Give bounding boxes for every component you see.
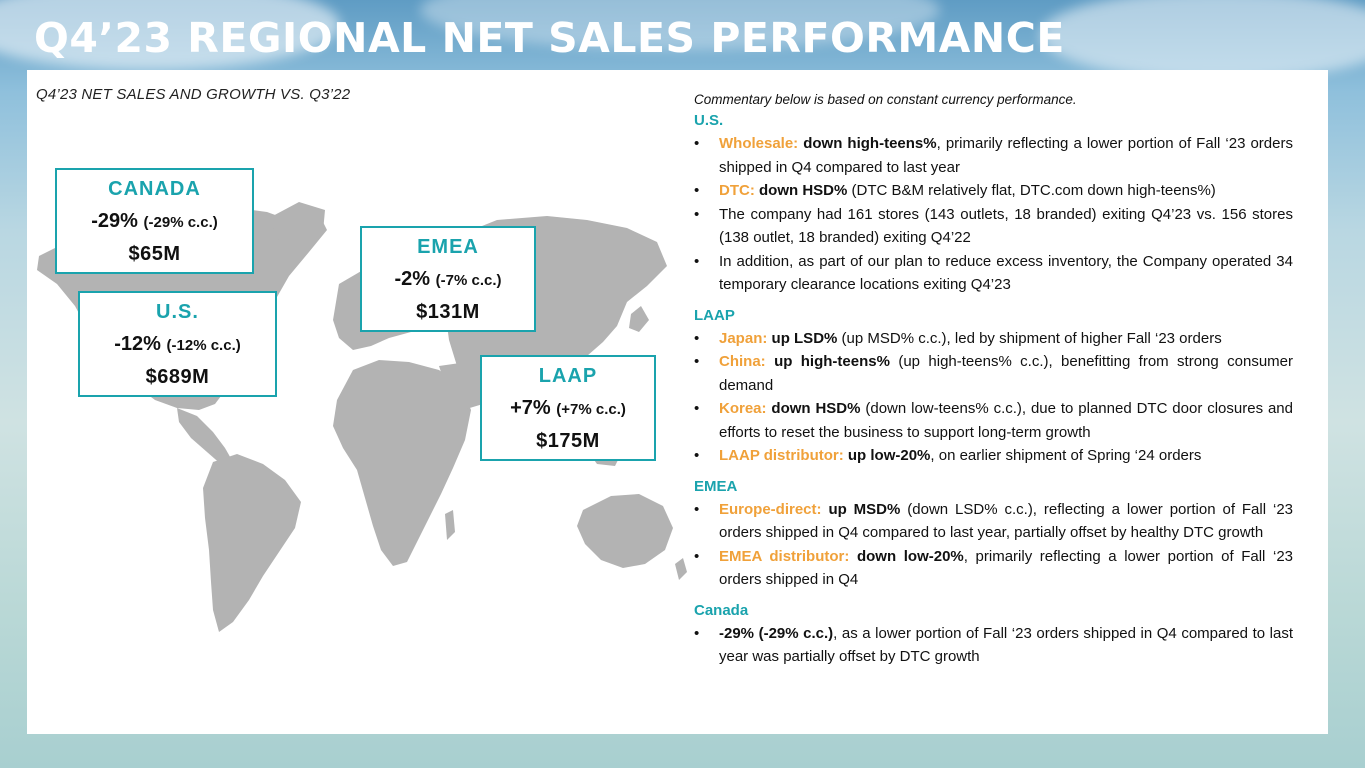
growth-cc: (-7% c.c.) [435, 272, 502, 289]
bullet-text: (down LSD% c.c.), reflecting a lower por… [719, 500, 1294, 542]
region-box-emea: EMEA -2% (-7% c.c.) $131M [360, 226, 536, 332]
region-name: LAAP [538, 365, 598, 387]
bullet-label: Europe-direct: [719, 500, 822, 518]
list-item: Japan: up LSD% (up MSD% c.c.), led by sh… [694, 327, 1293, 351]
region-box-laap: LAAP +7% (+7% c.c.) $175M [480, 355, 656, 461]
growth-cc: (-29% c.c.) [143, 214, 218, 231]
bullet-text: (DTC B&M relatively flat, DTC.com down h… [847, 182, 1216, 199]
bullet-list: Europe-direct: up MSD% (down LSD% c.c.),… [694, 498, 1293, 592]
region-net-sales: $65M [128, 243, 181, 265]
new-zealand-shape [675, 558, 687, 580]
south-america-shape [203, 454, 301, 632]
growth-value: -29% [91, 210, 138, 232]
madagascar-shape [445, 510, 455, 540]
region-name: CANADA [108, 178, 201, 200]
region-net-sales: $175M [536, 430, 600, 452]
section-heading: EMEA [694, 477, 738, 495]
bullet-text: The company had 161 stores (143 outlets,… [719, 205, 1293, 247]
bullet-highlight: up LSD% [771, 329, 838, 347]
region-net-sales: $689M [145, 366, 210, 388]
bullet-label: LAAP distributor: [719, 447, 844, 464]
bullet-text: , primarily reflecting a lower portion o… [719, 547, 1294, 589]
bullet-text: (down low-teens% c.c.), due to planned D… [719, 400, 1293, 441]
region-name: EMEA [417, 236, 479, 258]
bullet-label: Japan: [719, 329, 768, 347]
growth-value: -12% [114, 333, 161, 355]
list-item: The company had 161 stores (143 outlets,… [694, 203, 1293, 250]
section-heading: Canada [694, 601, 749, 619]
bullet-label: EMEA distributor: [719, 547, 850, 565]
bullet-text: , on earlier shipment of Spring ‘24 orde… [930, 447, 1202, 464]
bullet-highlight: up low-20% [847, 447, 931, 464]
arabia-shape [439, 362, 489, 410]
region-growth: -29% (-29% c.c.) [57, 210, 252, 233]
bullet-text: (up MSD% c.c.), led by shipment of highe… [837, 329, 1222, 347]
bullet-highlight: up MSD% [828, 500, 901, 518]
bullet-label: Wholesale: [719, 135, 799, 152]
bullet-label: DTC: [719, 182, 755, 199]
region-growth: -12% (-12% c.c.) [80, 333, 275, 356]
bullet-highlight: -29% (-29% c.c.) [719, 624, 834, 642]
bullet-label: Korea: [719, 400, 767, 417]
list-item: LAAP distributor: up low-20%, on earlier… [694, 444, 1293, 468]
region-growth: +7% (+7% c.c.) [482, 397, 654, 420]
bullet-list: Wholesale: down high-teens%, primarily r… [694, 132, 1293, 297]
region-box-canada: CANADA -29% (-29% c.c.) $65M [55, 168, 254, 274]
bullet-highlight: down low-20% [856, 547, 964, 565]
bullet-highlight: down HSD% [759, 182, 848, 199]
bullet-list: -29% (-29% c.c.), as a lower portion of … [694, 622, 1293, 669]
region-growth: -2% (-7% c.c.) [362, 268, 534, 291]
list-item: China: up high-teens% (up high-teens% c.… [694, 350, 1293, 397]
list-item: Wholesale: down high-teens%, primarily r… [694, 132, 1293, 179]
growth-value: +7% [510, 397, 551, 419]
bullet-text: In addition, as part of our plan to redu… [719, 252, 1293, 294]
bullet-text: , as a lower portion of Fall ‘23 orders … [719, 624, 1293, 666]
list-item: Korea: down HSD% (down low-teens% c.c.),… [694, 397, 1293, 444]
content-panel: Q4’23 NET SALES AND GROWTH VS. Q3’22 [27, 70, 1328, 734]
chart-subtitle: Q4’23 NET SALES AND GROWTH VS. Q3’22 [36, 86, 351, 103]
greenland-shape [269, 202, 325, 246]
africa-shape [333, 360, 471, 566]
region-name: U.S. [156, 301, 199, 323]
australia-shape [577, 494, 673, 568]
growth-value: -2% [394, 268, 431, 290]
list-item: -29% (-29% c.c.), as a lower portion of … [694, 622, 1293, 669]
bullet-text: , primarily reflecting a lower portion o… [719, 135, 1293, 176]
list-item: DTC: down HSD% (DTC B&M relatively flat,… [694, 179, 1293, 203]
bullet-highlight: down high-teens% [803, 135, 937, 152]
commentary: Commentary below is based on constant cu… [694, 90, 1293, 669]
section-heading: LAAP [694, 306, 735, 324]
background-cloud [1040, 0, 1365, 80]
region-box-us: U.S. -12% (-12% c.c.) $689M [78, 291, 277, 397]
japan-shape [629, 306, 649, 332]
region-net-sales: $131M [416, 301, 480, 323]
bullet-text: (up high-teens% c.c.), benefitting from … [719, 353, 1293, 394]
bullet-list: Japan: up LSD% (up MSD% c.c.), led by sh… [694, 327, 1293, 468]
commentary-intro: Commentary below is based on constant cu… [694, 92, 1077, 107]
list-item: Europe-direct: up MSD% (down LSD% c.c.),… [694, 498, 1293, 545]
section-heading: U.S. [694, 112, 724, 129]
growth-cc: (-12% c.c.) [166, 337, 241, 354]
bullet-highlight: down HSD% [771, 400, 861, 417]
bullet-label: China: [719, 353, 766, 370]
central-america-shape [177, 408, 233, 466]
page-title: Q4’23 REGIONAL NET SALES PERFORMANCE [34, 14, 1065, 62]
growth-cc: (+7% c.c.) [556, 401, 626, 418]
list-item: EMEA distributor: down low-20%, primaril… [694, 545, 1293, 592]
bullet-highlight: up high-teens% [774, 353, 890, 370]
list-item: In addition, as part of our plan to redu… [694, 250, 1293, 297]
